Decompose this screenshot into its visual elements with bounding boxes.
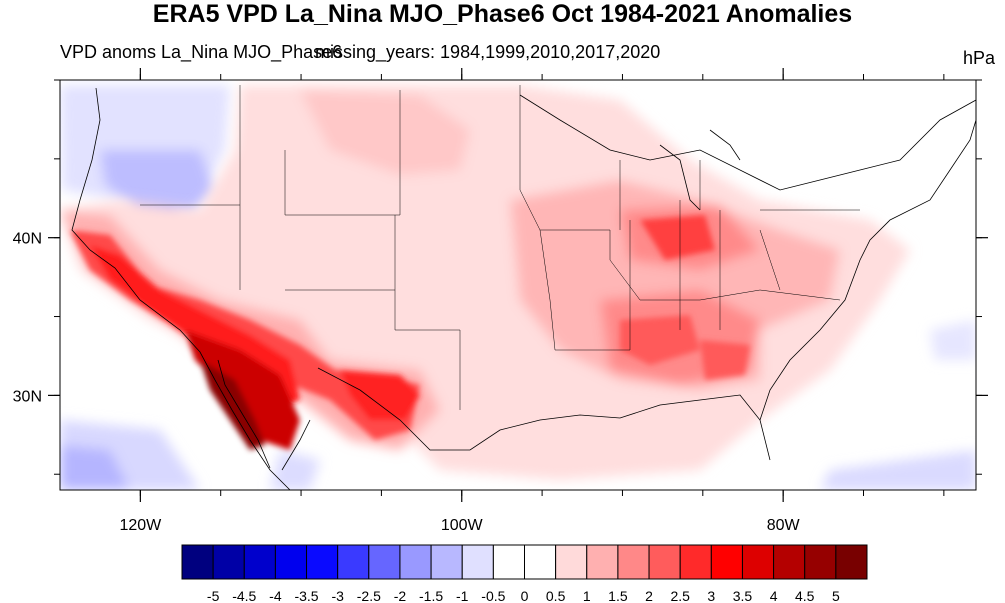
colorbar-swatch <box>243 544 276 580</box>
colorbar-swatch <box>773 544 806 580</box>
colorbar-label: -2 <box>394 588 407 603</box>
colorbar-swatch <box>274 544 308 580</box>
plot-title: ERA5 VPD La_Nina MJO_Phase6 Oct 1984-202… <box>152 0 853 28</box>
colorbar-label: -1 <box>456 588 469 603</box>
colorbar-swatch <box>679 544 712 580</box>
lon-tick-label: 80W <box>767 517 801 534</box>
map-frame <box>59 79 977 491</box>
colorbar-swatch <box>710 544 743 580</box>
colorbar-label: -5 <box>207 588 220 603</box>
colorbar-label: -4 <box>269 588 282 603</box>
subtitle-missing-years: missing_years: 1984,1999,2010,2017,2020 <box>315 42 661 62</box>
strong-positive-anomaly-fields <box>70 215 750 450</box>
colorbar-swatch <box>741 544 775 580</box>
colorbar-swatch <box>804 544 837 580</box>
colorbar-swatch <box>648 544 681 580</box>
colorbar-label: 1 <box>583 588 591 603</box>
colorbar-swatch <box>337 544 370 580</box>
colorbar-swatch <box>306 544 339 580</box>
colorbar-swatch <box>430 544 463 580</box>
colorbar-swatch <box>212 544 245 580</box>
lat-tick-label: 30N <box>13 388 42 405</box>
map-axes: 120W 100W 80W 40N 30N <box>13 68 988 534</box>
subtitle-left: VPD anoms La_Nina MJO_Phase6 <box>60 42 343 62</box>
colorbar-swatch <box>586 544 619 580</box>
colorbar-swatch <box>835 544 868 580</box>
colorbar-label: -1.5 <box>419 588 443 603</box>
colorbar-swatch <box>492 544 526 580</box>
state-borders <box>140 85 860 410</box>
colorbar-label: -3 <box>331 588 344 603</box>
coastline <box>71 87 976 490</box>
colorbar-label: 1.5 <box>608 588 628 603</box>
units-label: hPa <box>962 48 995 68</box>
colorbar-swatch <box>461 544 494 580</box>
colorbar-swatch <box>399 544 432 580</box>
colorbar: -5 -4.5 -4 -3.5 -3 -2.5 -2 -1.5 -1 -0.5 0 0.5 1 1.5 2 2… <box>181 544 868 603</box>
colorbar-swatch <box>368 544 401 580</box>
colorbar-label: 2.5 <box>670 588 690 603</box>
map-panel <box>60 80 976 490</box>
colorbar-swatch <box>617 544 650 580</box>
colorbar-label: 0 <box>521 588 529 603</box>
colorbar-label: -3.5 <box>294 588 318 603</box>
colorbar-label: 4.5 <box>795 588 815 603</box>
colorbar-label: -2.5 <box>357 588 381 603</box>
colorbar-swatch <box>524 544 557 580</box>
colorbar-label: 5 <box>832 588 840 603</box>
colorbar-label: -0.5 <box>481 588 505 603</box>
colorbar-label: 3.5 <box>733 588 753 603</box>
colorbar-label: 0.5 <box>546 588 566 603</box>
colorbar-label: 3 <box>707 588 715 603</box>
colorbar-label: 2 <box>645 588 653 603</box>
lat-tick-label: 40N <box>13 231 42 248</box>
negative-anomaly-fields <box>60 85 976 490</box>
colorbar-label: 4 <box>770 588 778 603</box>
lon-tick-label: 100W <box>441 517 484 534</box>
colorbar-swatch <box>555 544 588 580</box>
colorbar-label: -4.5 <box>232 588 256 603</box>
colorbar-swatch <box>181 544 214 580</box>
lon-tick-label: 120W <box>119 517 162 534</box>
